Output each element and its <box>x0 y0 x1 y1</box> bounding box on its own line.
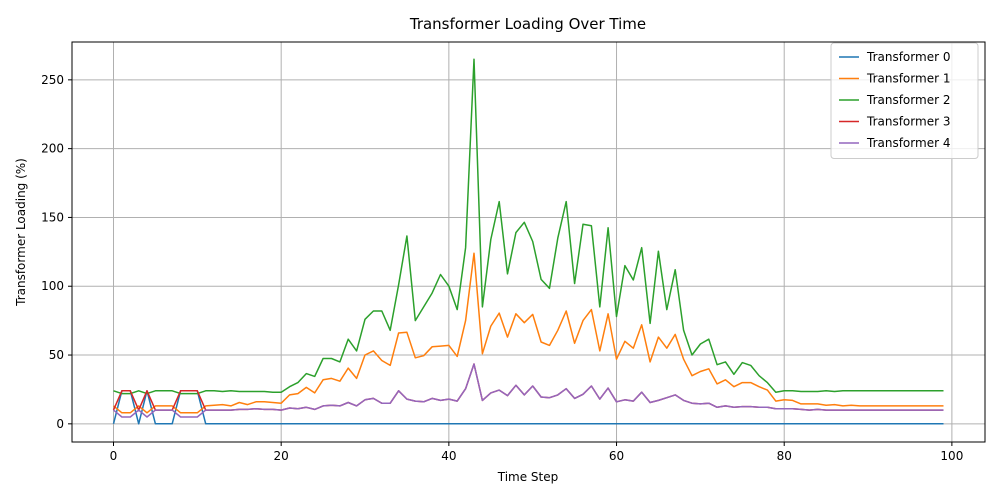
legend: Transformer 0 Transformer 1 Transformer 2 T… <box>830 42 979 159</box>
series-line-transformer-4 <box>113 363 944 418</box>
series-line-transformer-0 <box>112 390 944 425</box>
x-tick-label: 100 <box>940 449 963 463</box>
x-axis: 0 20 40 60 80 100 <box>110 442 963 463</box>
y-tick-label: 150 <box>41 210 64 224</box>
legend-label: Transformer 2 <box>866 93 950 107</box>
chart-title: Transformer Loading Over Time <box>409 15 646 33</box>
y-tick-label: 250 <box>41 73 64 87</box>
x-tick-label: 0 <box>110 449 118 463</box>
series-line-transformer-2 <box>113 58 944 395</box>
legend-box <box>830 42 979 159</box>
series-line-transformer-1 <box>113 252 944 414</box>
y-axis-label: Transformer Loading (%) <box>14 158 28 307</box>
x-tick-label: 20 <box>274 449 289 463</box>
y-axis: 0 50 100 150 200 250 <box>41 73 72 431</box>
x-axis-label: Time Step <box>497 470 559 484</box>
legend-label: Transformer 1 <box>866 72 950 86</box>
legend-label: Transformer 3 <box>866 115 950 129</box>
y-tick-label: 0 <box>56 417 64 431</box>
y-tick-label: 200 <box>41 142 64 156</box>
x-tick-label: 40 <box>441 449 456 463</box>
plot-frame <box>71 41 986 443</box>
y-tick-label: 100 <box>41 279 64 293</box>
x-tick-label: 60 <box>609 449 624 463</box>
y-tick-label: 50 <box>49 348 64 362</box>
series-layer <box>112 58 944 425</box>
x-tick-label: 80 <box>777 449 792 463</box>
legend-label: Transformer 0 <box>866 50 950 64</box>
legend-label: Transformer 4 <box>866 136 950 150</box>
